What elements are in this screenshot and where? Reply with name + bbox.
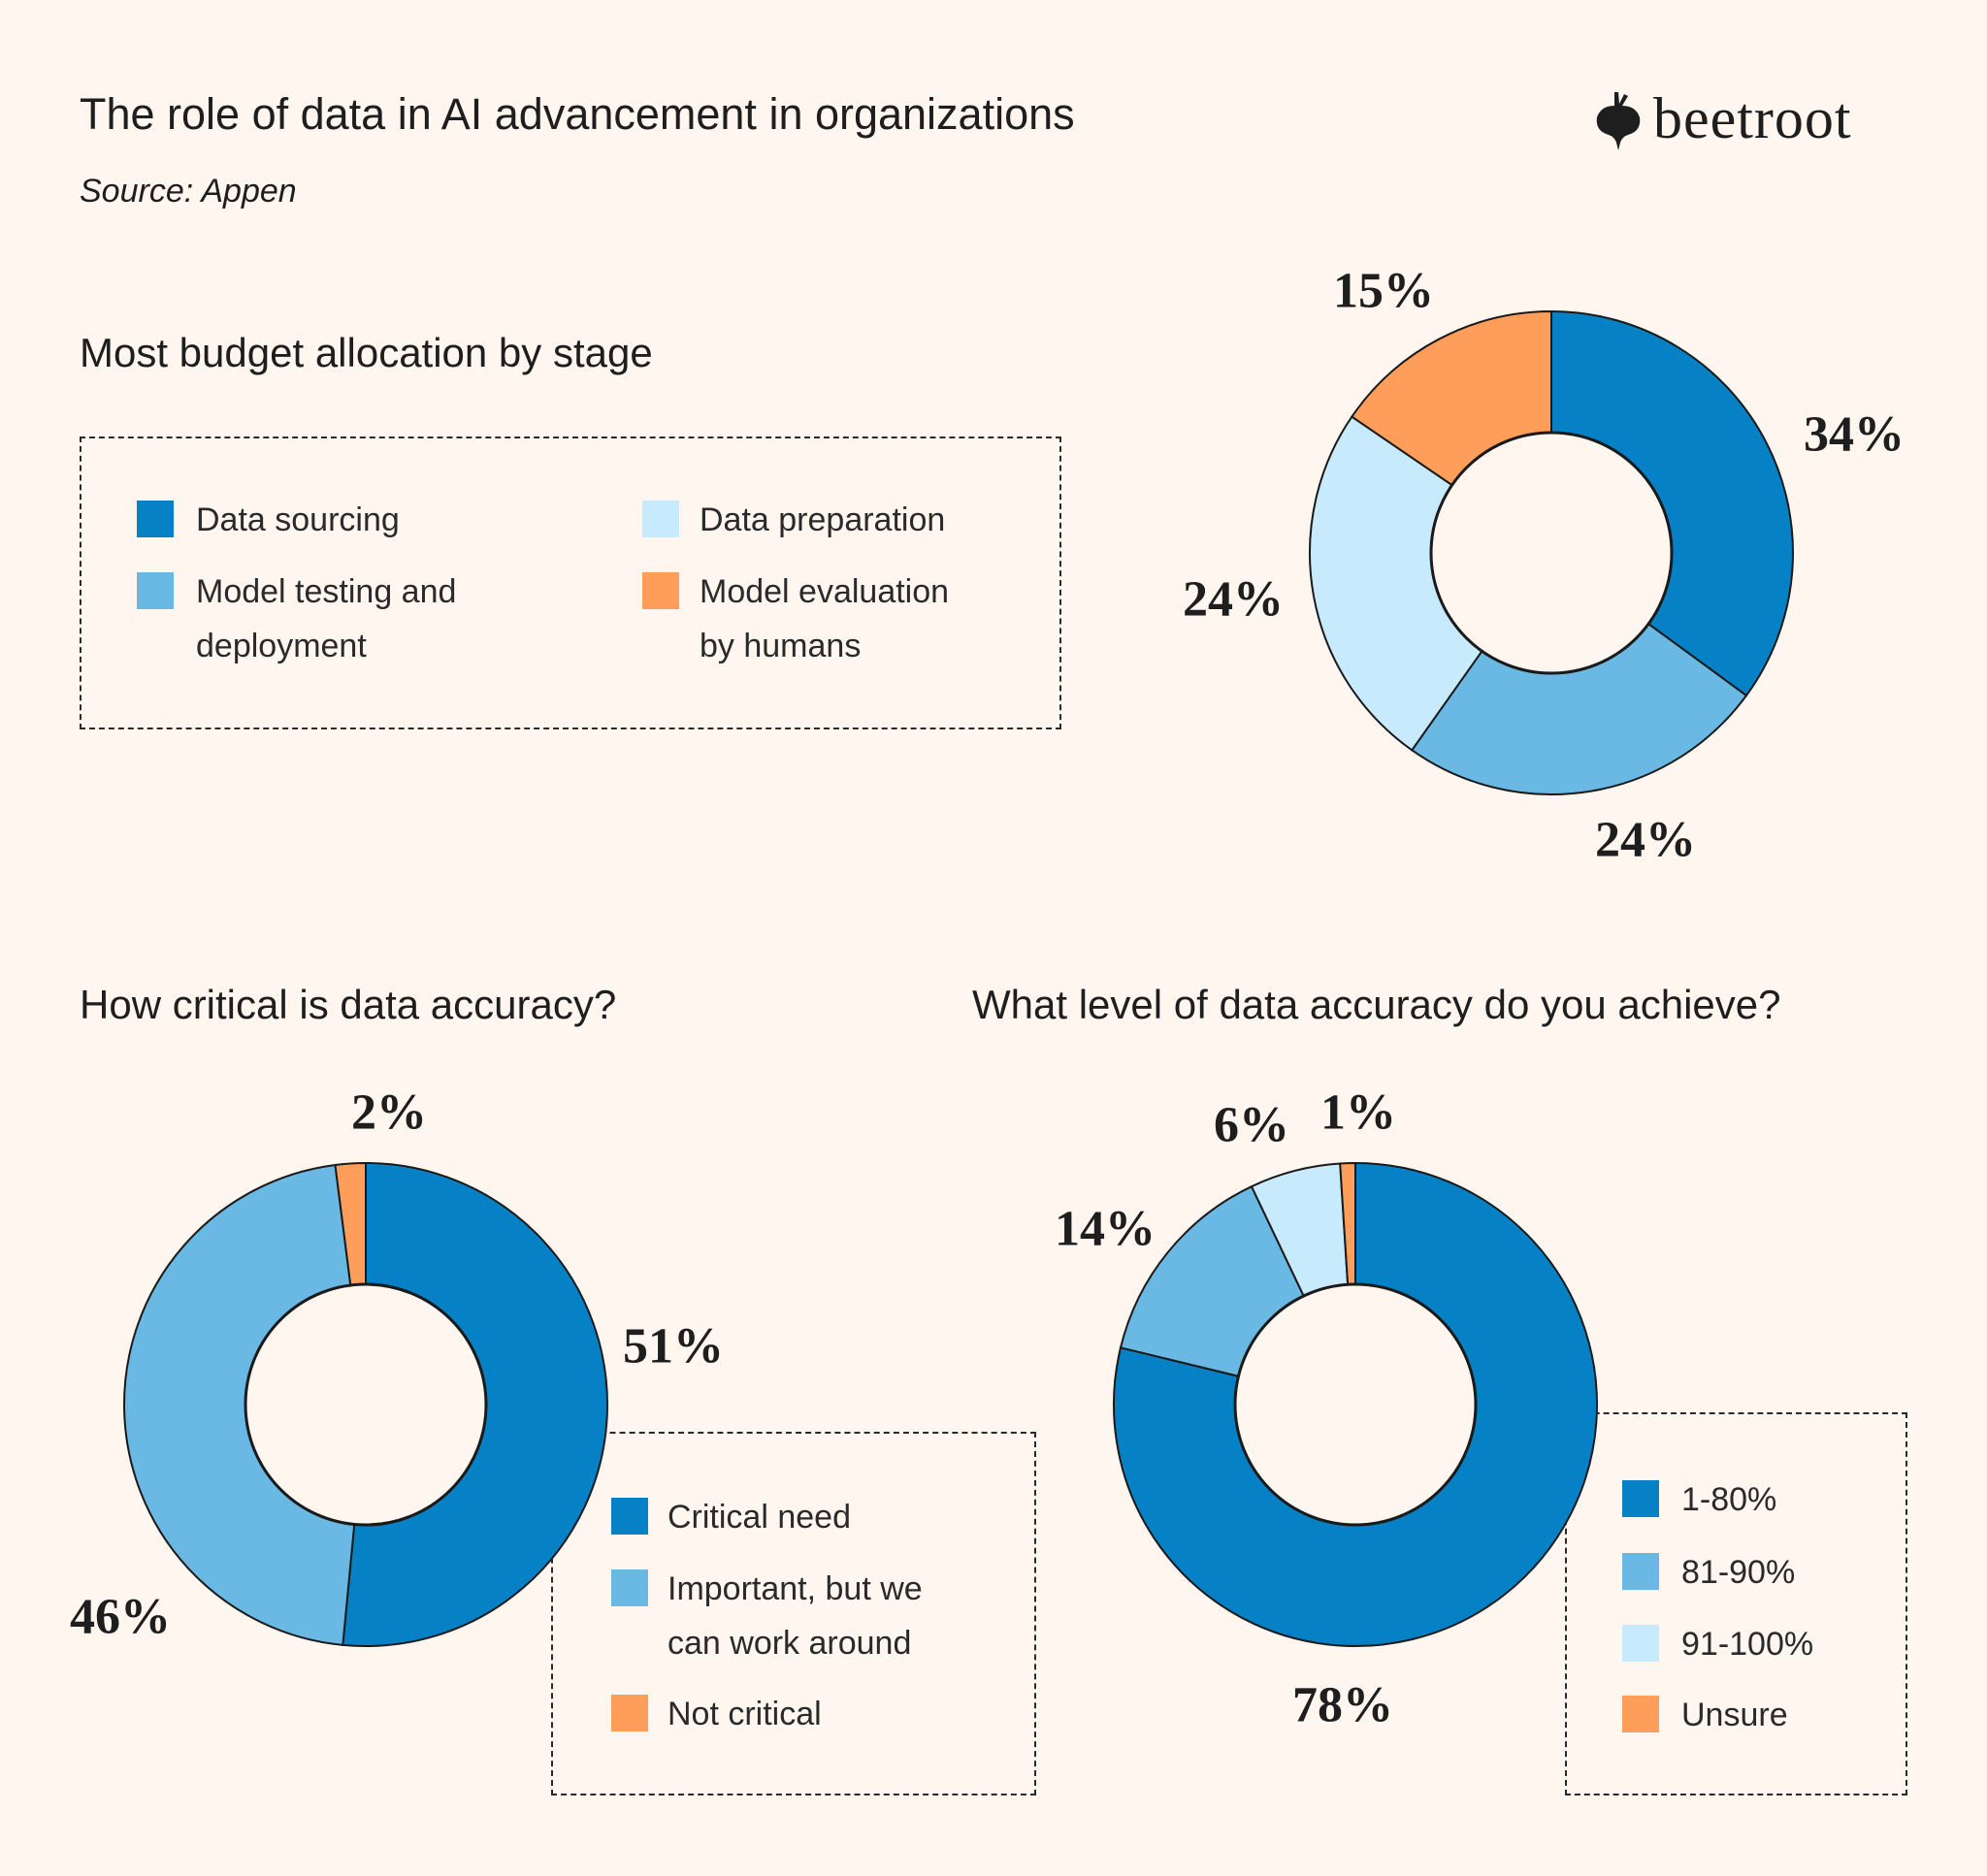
legend-label-model-testing-line2: deployment <box>196 628 367 664</box>
pct-label-model-testing: 24% <box>1595 812 1696 868</box>
pct-label-model-evaluation: 15% <box>1333 263 1434 319</box>
legend-critical: Critical need Important, but we can work… <box>551 1432 1036 1795</box>
legend-label-model-testing: Model testing and <box>196 573 457 610</box>
legend-swatch-91-100 <box>1622 1625 1659 1662</box>
legend-swatch-critical-need <box>611 1498 648 1535</box>
pct-label-data-sourcing: 34% <box>1804 406 1905 463</box>
legend-budget: Data sourcing Model testing and deployme… <box>80 437 1061 729</box>
chart-title-level: What level of data accuracy do you achie… <box>972 982 1781 1027</box>
legend-label-not-critical: Not critical <box>668 1696 822 1732</box>
legend-swatch-data-sourcing <box>137 501 174 537</box>
pct-label-important: 46% <box>70 1589 171 1645</box>
legend-label-unsure: Unsure <box>1681 1697 1788 1733</box>
chart-title-critical: How critical is data accuracy? <box>80 982 617 1027</box>
legend-label-model-evaluation-line2: by humans <box>700 628 862 664</box>
legend-label-important: Important, but we <box>668 1570 923 1607</box>
pct-label-critical-need: 51% <box>623 1318 724 1375</box>
legend-swatch-1-80 <box>1622 1480 1659 1517</box>
legend-swatch-model-evaluation <box>642 572 679 609</box>
legend-label-critical-need: Critical need <box>668 1499 851 1536</box>
legend-swatch-81-90 <box>1622 1553 1659 1590</box>
legend-swatch-unsure <box>1622 1696 1659 1732</box>
legend-label-important-line2: can work around <box>668 1625 912 1662</box>
donut-hole <box>244 1282 488 1527</box>
pct-label-91-100: 6% <box>1214 1097 1289 1153</box>
legend-swatch-important <box>611 1569 648 1606</box>
logo-text: beetroot <box>1653 86 1852 150</box>
page-title: The role of data in AI advancement in or… <box>80 89 1075 139</box>
legend-level: 1-80% 81-90% 91-100% Unsure <box>1565 1412 1907 1795</box>
pct-label-data-preparation: 24% <box>1183 571 1284 628</box>
legend-label-data-preparation: Data preparation <box>700 501 946 538</box>
pct-label-81-90: 14% <box>1055 1201 1156 1257</box>
legend-label-data-sourcing: Data sourcing <box>196 501 400 538</box>
logo: beetroot <box>1591 85 1852 152</box>
pct-label-unsure: 1% <box>1320 1084 1396 1141</box>
legend-label-91-100: 91-100% <box>1681 1626 1814 1663</box>
legend-label-1-80: 1-80% <box>1681 1481 1777 1518</box>
donut-hole <box>1429 431 1674 675</box>
pct-label-not-critical: 2% <box>351 1084 427 1141</box>
donut-hole <box>1233 1282 1478 1527</box>
beetroot-icon <box>1596 91 1641 150</box>
legend-label-model-evaluation: Model evaluation <box>700 573 950 610</box>
legend-swatch-not-critical <box>611 1695 648 1731</box>
legend-swatch-model-testing <box>137 572 174 609</box>
chart-title-budget: Most budget allocation by stage <box>80 330 653 375</box>
legend-label-81-90: 81-90% <box>1681 1554 1796 1591</box>
source-note: Source: Appen <box>80 173 297 210</box>
legend-swatch-data-preparation <box>642 501 679 537</box>
pct-label-1-80: 78% <box>1292 1677 1393 1733</box>
